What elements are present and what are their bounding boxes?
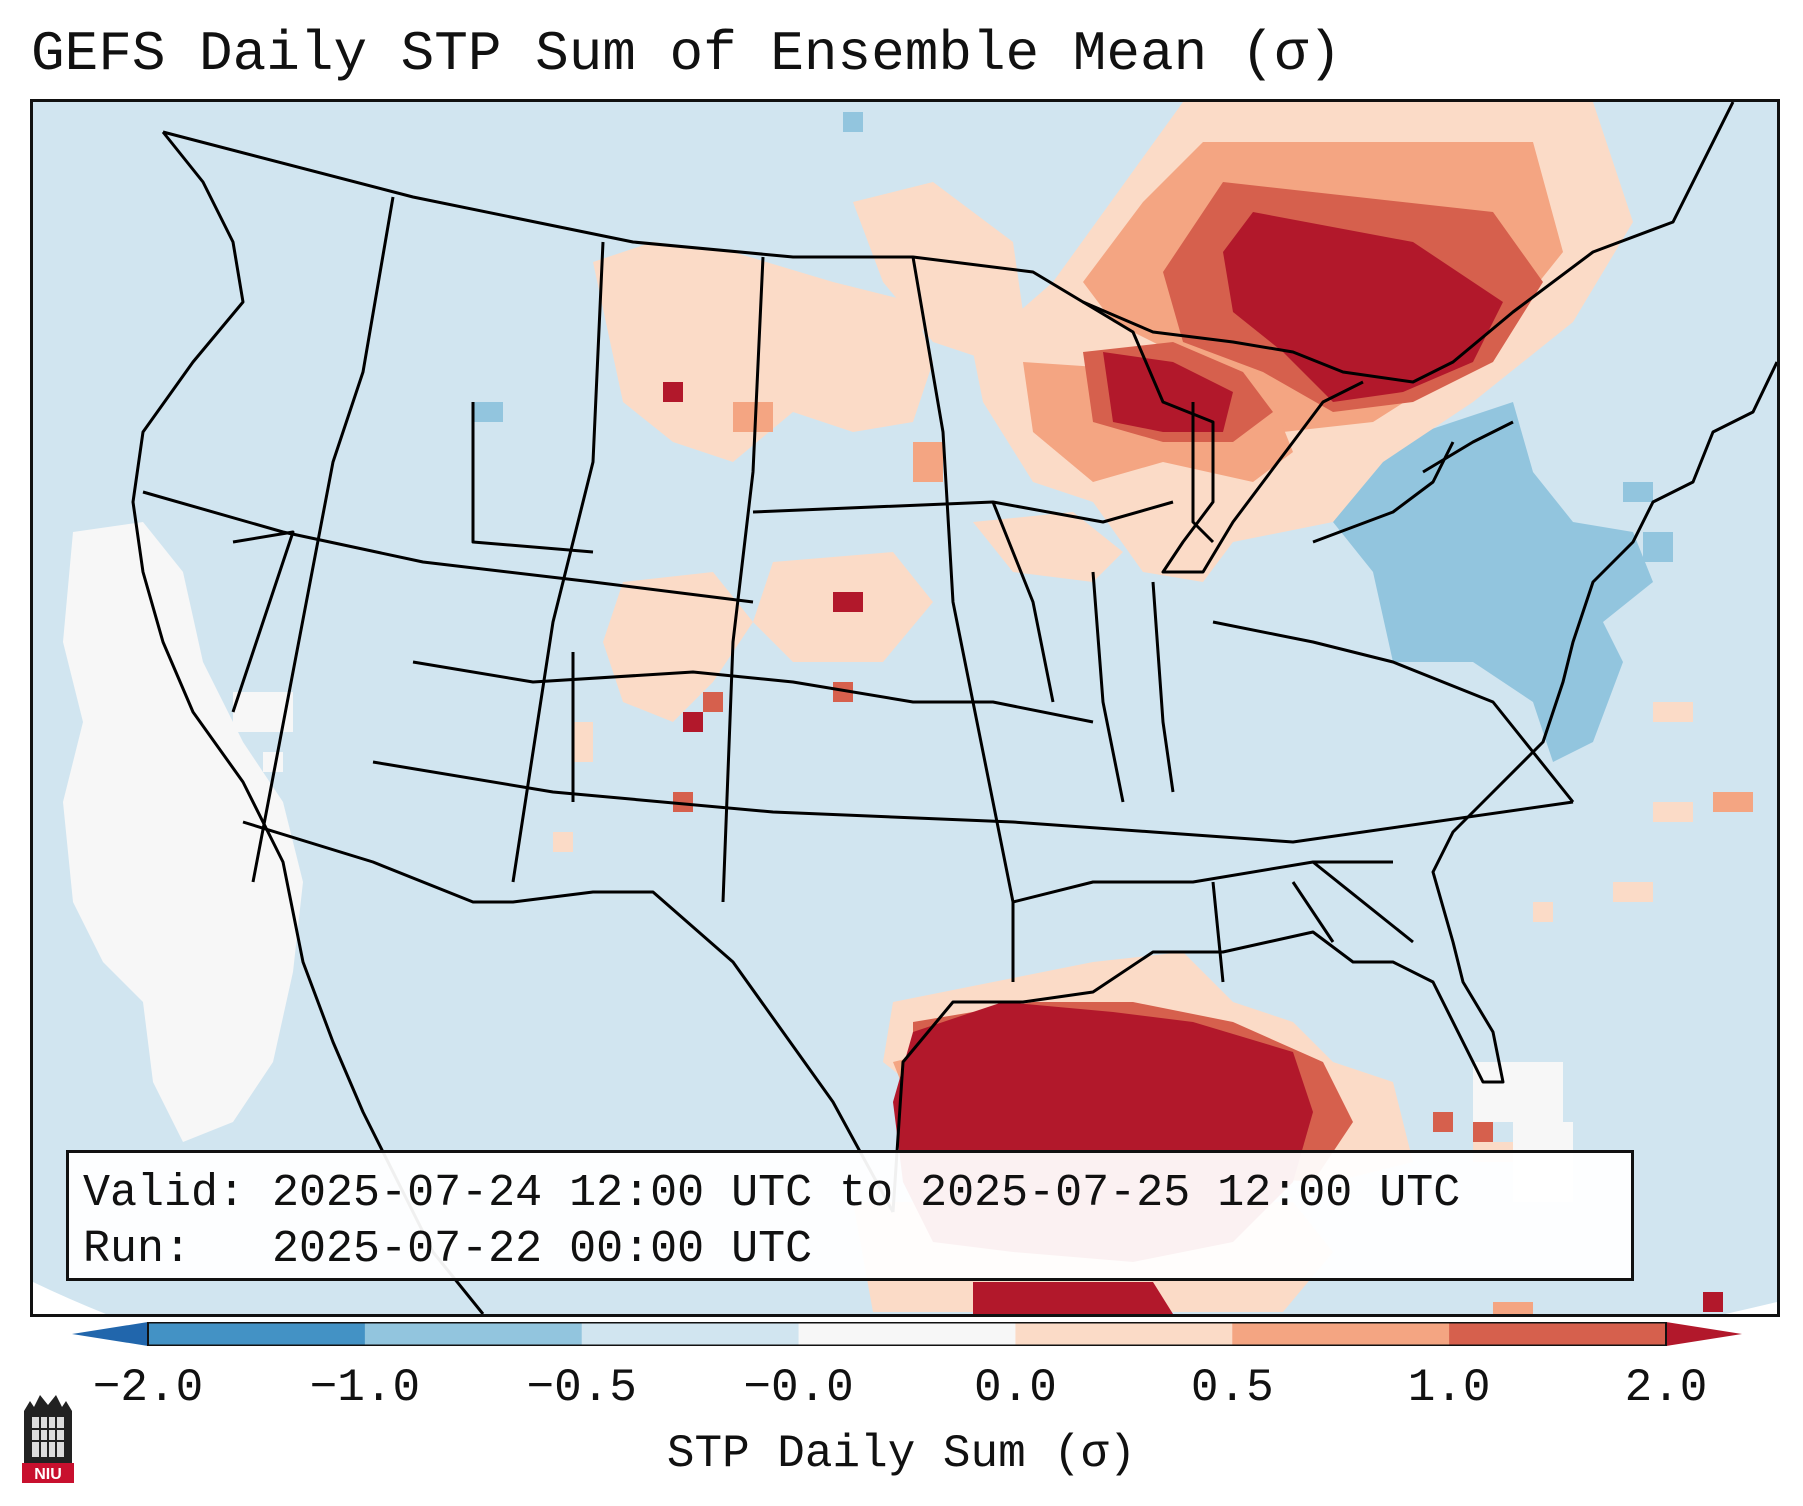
- colorbar-bin: [798, 1322, 1016, 1346]
- colorbar-tick-label: 1.0: [1407, 1362, 1491, 1414]
- valid-time-range: 2025-07-24 12:00 UTC to 2025-07-25 12:00…: [272, 1168, 1461, 1219]
- run-label: Run:: [83, 1224, 192, 1275]
- colorbar-bin: [1232, 1322, 1450, 1346]
- political-borders: [131, 102, 1777, 1314]
- colorbar-bins: [148, 1322, 1667, 1346]
- niu-logo: NIU: [22, 1395, 74, 1483]
- validity-info-box: Valid: 2025-07-24 12:00 UTC to 2025-07-2…: [66, 1150, 1634, 1281]
- colorbar-bin: [581, 1322, 800, 1346]
- valid-label: Valid:: [83, 1168, 246, 1219]
- colorbar-tick-label: −2.0: [92, 1362, 204, 1414]
- colorbar-tick-label: −0.0: [743, 1362, 854, 1414]
- colorbar-title: STP Daily Sum (σ): [666, 1428, 1137, 1480]
- colorbar-tick-label: 0.5: [1190, 1362, 1274, 1414]
- map-panel: [30, 99, 1780, 1317]
- colorbar-bin: [148, 1322, 366, 1346]
- colorbar-extend-low: [72, 1322, 148, 1346]
- colorbar: [72, 1322, 1742, 1346]
- stp-map: [33, 102, 1777, 1314]
- colorbar-tick-label: −1.0: [309, 1362, 421, 1414]
- run-time: 2025-07-22 00:00 UTC: [272, 1224, 813, 1275]
- colorbar-tick-label: 2.0: [1624, 1362, 1708, 1414]
- colorbar-bin: [1015, 1322, 1233, 1346]
- colorbar-outline: [147, 1322, 1667, 1346]
- colorbar-tick-label: 0.0: [974, 1362, 1057, 1414]
- colorbar-tick-label: −0.5: [526, 1362, 637, 1414]
- colorbar-bin: [364, 1322, 583, 1346]
- map-title: GEFS Daily STP Sum of Ensemble Mean (σ): [31, 22, 1342, 86]
- logo-text: NIU: [34, 1466, 62, 1483]
- colorbar-bin: [1449, 1322, 1667, 1346]
- colorbar-extend-high: [1666, 1322, 1742, 1346]
